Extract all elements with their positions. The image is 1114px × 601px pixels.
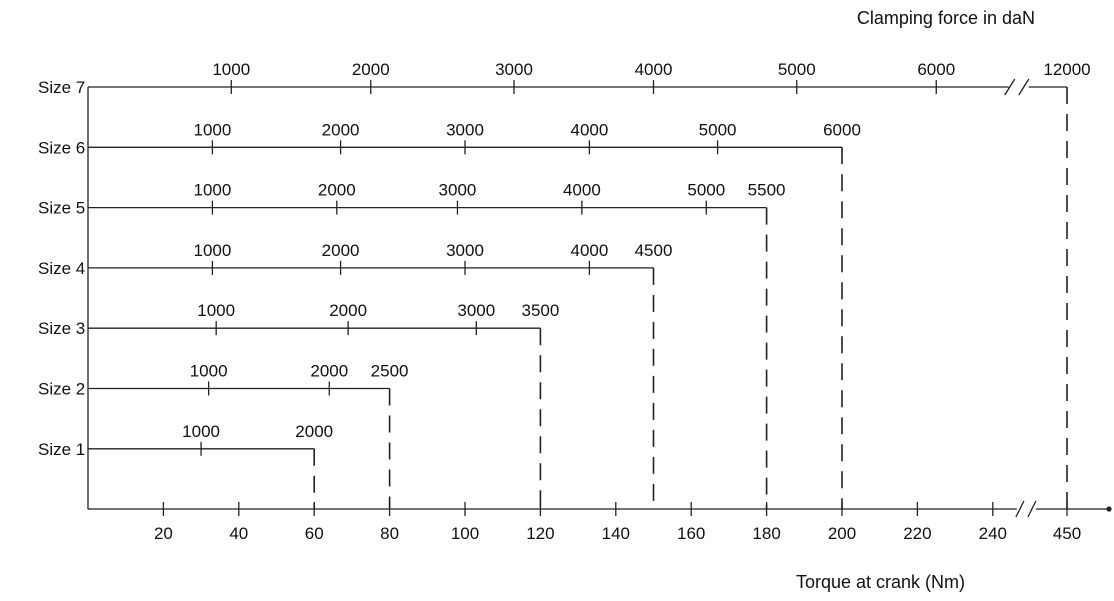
force-label: 1000 xyxy=(193,181,231,200)
x-axis-title: Torque at crank (Nm) xyxy=(796,572,965,592)
size-label: Size 5 xyxy=(38,199,85,218)
force-label: 1000 xyxy=(190,362,228,381)
size-label: Size 2 xyxy=(38,380,85,399)
force-label: 2000 xyxy=(310,362,348,381)
force-label: 1000 xyxy=(197,301,235,320)
force-label: 1000 xyxy=(193,120,231,139)
size-break-mark xyxy=(1004,78,1016,96)
force-label: 1000 xyxy=(193,241,231,260)
force-label: 2000 xyxy=(295,422,333,441)
force-label: 6000 xyxy=(917,60,955,79)
top-axis-title: Clamping force in daN xyxy=(857,8,1035,28)
chart-text-layer: 20 40 60 80 100 120 140 160 180 200 220 240 450 Size … xyxy=(38,60,1091,543)
force-label: 3000 xyxy=(439,181,477,200)
x-tick-label: 160 xyxy=(677,524,705,543)
force-label: 5000 xyxy=(687,181,725,200)
x-tick-label: 200 xyxy=(828,524,856,543)
force-label: 12000 xyxy=(1043,60,1090,79)
x-axis-break-mark xyxy=(1015,500,1025,518)
x-tick-label: 100 xyxy=(451,524,479,543)
x-tick-label: 140 xyxy=(602,524,630,543)
force-label: 2000 xyxy=(322,241,360,260)
force-label: 3000 xyxy=(446,241,484,260)
x-axis-break-mark xyxy=(1027,500,1037,518)
x-tick-label: 220 xyxy=(903,524,931,543)
force-label: 4000 xyxy=(570,241,608,260)
size-label: Size 7 xyxy=(38,78,85,97)
x-tick-label: 40 xyxy=(229,524,248,543)
force-label: 4000 xyxy=(570,120,608,139)
force-label: 5000 xyxy=(778,60,816,79)
force-label: 3000 xyxy=(446,120,484,139)
force-label: 4000 xyxy=(563,181,601,200)
force-label: 2000 xyxy=(322,120,360,139)
size-label: Size 4 xyxy=(38,259,85,278)
force-label: 2000 xyxy=(352,60,390,79)
x-tick-label: 120 xyxy=(526,524,554,543)
force-label: 2500 xyxy=(371,362,409,381)
size-break-mark xyxy=(1018,78,1030,96)
force-label: 1000 xyxy=(182,422,220,441)
force-label: 1000 xyxy=(212,60,250,79)
force-label: 4000 xyxy=(635,60,673,79)
x-tick-label: 60 xyxy=(305,524,324,543)
force-label: 3000 xyxy=(495,60,533,79)
chart-lines-layer xyxy=(87,78,1112,518)
force-label: 6000 xyxy=(823,120,861,139)
size-label: Size 1 xyxy=(38,440,85,459)
x-axis-end-dot xyxy=(1106,506,1112,512)
size-label: Size 6 xyxy=(38,138,85,157)
x-tick-label: 450 xyxy=(1053,524,1081,543)
size-label: Size 3 xyxy=(38,319,85,338)
x-tick-label: 80 xyxy=(380,524,399,543)
x-tick-label: 240 xyxy=(979,524,1007,543)
force-label: 5000 xyxy=(699,120,737,139)
force-label: 2000 xyxy=(329,301,367,320)
force-label: 3000 xyxy=(457,301,495,320)
force-label: 5500 xyxy=(748,181,786,200)
x-tick-label: 20 xyxy=(154,524,173,543)
force-label: 4500 xyxy=(635,241,673,260)
x-tick-label: 180 xyxy=(752,524,780,543)
force-label: 3500 xyxy=(521,301,559,320)
force-label: 2000 xyxy=(318,181,356,200)
